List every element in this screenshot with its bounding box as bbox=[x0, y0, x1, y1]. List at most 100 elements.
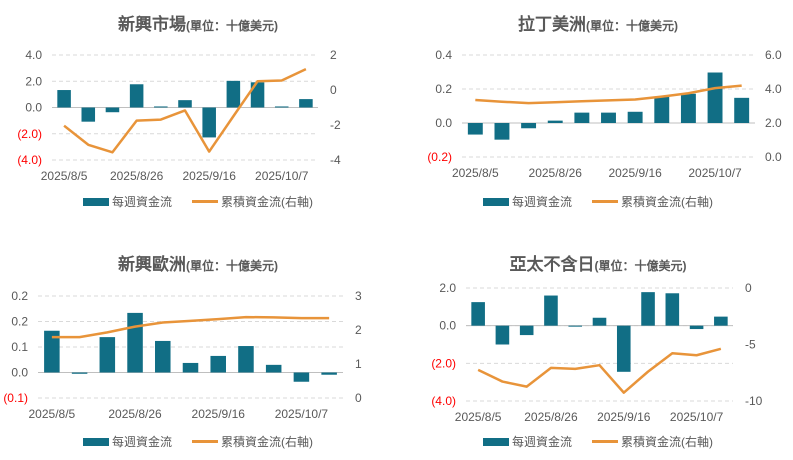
right-axis-tick-label: 0 bbox=[745, 281, 752, 295]
x-axis-tick-label: 2025/10/7 bbox=[688, 166, 742, 180]
bar-swatch-icon bbox=[82, 437, 109, 446]
legend-item-weekly: 每週資金流 bbox=[482, 433, 572, 450]
chart-panel: 亞太不含日(單位：十億美元) 2.0 0.0 (2.0) (4.0) 0 -5 -10 2025… bbox=[400, 240, 793, 460]
x-axis-tick-label: 2025/9/16 bbox=[597, 410, 651, 424]
left-axis-tick-label: 0.2 bbox=[11, 289, 28, 303]
weekly-flow-bar bbox=[689, 325, 704, 330]
x-axis-tick-label: 2025/10/7 bbox=[275, 407, 329, 421]
weekly-flow-bar bbox=[129, 84, 144, 108]
weekly-flow-bar bbox=[521, 123, 537, 129]
legend-item-cumulative: 累積資金流(右軸) bbox=[592, 433, 713, 450]
weekly-flow-bar bbox=[238, 346, 254, 373]
line-swatch-icon bbox=[592, 440, 618, 443]
weekly-flow-bar bbox=[471, 302, 485, 326]
legend-item-weekly: 每週資金流 bbox=[82, 193, 172, 210]
weekly-flow-bar bbox=[734, 97, 750, 123]
chart-unit: (單位：十億美元) bbox=[594, 259, 687, 273]
chart-title: 新興市場(單位：十億美元) bbox=[0, 10, 396, 35]
weekly-flow-bar bbox=[99, 337, 116, 373]
left-axis-tick-label: 2.0 bbox=[439, 281, 456, 295]
legend: 每週資金流 累積資金流(右軸) bbox=[0, 433, 396, 450]
weekly-flow-bar bbox=[71, 372, 88, 374]
bar-swatch-icon bbox=[482, 197, 509, 206]
right-axis-tick-label: 2 bbox=[355, 323, 362, 337]
weekly-flow-bar bbox=[226, 80, 241, 108]
line-swatch-icon bbox=[192, 200, 218, 203]
left-axis-tick-label: 0.0 bbox=[439, 319, 456, 333]
chart-unit: (單位：十億美元) bbox=[186, 19, 278, 33]
weekly-flow-bar bbox=[495, 325, 510, 345]
x-axis-tick-label: 2025/8/5 bbox=[41, 169, 88, 183]
weekly-flow-bar bbox=[627, 111, 643, 123]
left-axis-tick-label: 0.0 bbox=[11, 366, 28, 380]
right-axis-tick-label: 2.0 bbox=[765, 116, 782, 130]
left-axis-tick-label: 4.0 bbox=[25, 48, 42, 62]
weekly-flow-bar bbox=[544, 295, 558, 326]
right-axis-tick-label: -4 bbox=[330, 153, 341, 167]
x-axis-tick-label: 2025/8/26 bbox=[108, 407, 162, 421]
legend-item-weekly: 每週資金流 bbox=[82, 433, 172, 450]
weekly-flow-bar bbox=[250, 82, 265, 108]
x-axis-tick-label: 2025/8/5 bbox=[452, 166, 499, 180]
cumulative-flow-line bbox=[475, 84, 742, 105]
line-swatch-icon bbox=[192, 440, 218, 443]
legend-item-weekly: 每週資金流 bbox=[482, 193, 572, 210]
chart-title-main: 新興市場 bbox=[118, 15, 186, 34]
left-axis-tick-label: (2.0) bbox=[17, 127, 42, 141]
right-axis-tick-label: -10 bbox=[745, 394, 763, 408]
weekly-flow-bar bbox=[601, 112, 616, 123]
weekly-flow-bar bbox=[592, 317, 607, 326]
chart-panel: 新興市場(單位：十億美元) 4.0 2.0 0.0 (2.0) (4.0) 2 0 -2 -4 20… bbox=[0, 0, 396, 230]
right-axis-tick-label: 0.0 bbox=[765, 150, 782, 164]
line-swatch-icon bbox=[592, 200, 618, 203]
legend-label: 每週資金流 bbox=[511, 195, 572, 209]
x-axis-tick-label: 2025/9/16 bbox=[182, 169, 236, 183]
chart-panel: 新興歐洲(單位：十億美元) 0.2 0.2 0.1 0.0 (0.1) 3 2 1 0 2025/8… bbox=[0, 240, 396, 460]
x-axis-tick-label: 2025/8/26 bbox=[110, 169, 164, 183]
legend: 每週資金流 累積資金流(右軸) bbox=[0, 193, 396, 210]
x-axis-tick-label: 2025/8/5 bbox=[29, 407, 76, 421]
x-axis-tick-label: 2025/8/5 bbox=[455, 410, 502, 424]
weekly-flow-bar bbox=[265, 364, 282, 373]
legend-item-cumulative: 累積資金流(右軸) bbox=[592, 193, 713, 210]
chart-unit: (單位：十億美元) bbox=[586, 19, 678, 33]
x-axis-tick-label: 2025/8/26 bbox=[524, 410, 578, 424]
left-axis-tick-label: 0.2 bbox=[435, 82, 452, 96]
chart-svg: 0.4 0.2 0.0 (0.2) 6.0 4.0 2.0 0.0 2025/8/5 2025/8… bbox=[427, 48, 782, 180]
weekly-flow-bar bbox=[568, 325, 583, 327]
right-axis-tick-label: -2 bbox=[330, 118, 341, 132]
weekly-flow-bar bbox=[547, 120, 563, 123]
x-axis-tick-label: 2025/10/7 bbox=[255, 169, 309, 183]
weekly-flow-bar bbox=[299, 99, 313, 108]
weekly-flow-bar bbox=[680, 93, 696, 123]
right-axis-tick-label: 6.0 bbox=[765, 48, 782, 62]
left-axis-tick-label: 0.0 bbox=[435, 116, 452, 130]
x-axis-tick-label: 2025/10/7 bbox=[670, 410, 724, 424]
left-axis-tick-label: (0.2) bbox=[427, 150, 452, 164]
chart-title-main: 拉丁美洲 bbox=[518, 15, 586, 34]
right-axis-tick-label: 0 bbox=[355, 391, 362, 405]
left-axis-tick-label: (4.0) bbox=[17, 153, 42, 167]
left-axis-tick-label: (4.0) bbox=[431, 394, 456, 408]
left-axis-tick-label: 0.4 bbox=[435, 48, 452, 62]
left-axis-tick-label: (2.0) bbox=[431, 356, 456, 370]
left-axis-tick-label: 0.2 bbox=[11, 315, 28, 329]
weekly-flow-bar bbox=[665, 293, 680, 326]
chart-svg: 4.0 2.0 0.0 (2.0) (4.0) 2 0 -2 -4 2025/8/5 2025/8/… bbox=[17, 48, 341, 183]
weekly-flow-bar bbox=[574, 112, 590, 123]
weekly-flow-bar bbox=[641, 292, 655, 326]
chart-svg: 2.0 0.0 (2.0) (4.0) 0 -5 -10 2025/8/5 2025/8/26 2… bbox=[431, 281, 763, 424]
left-axis-tick-label: (0.1) bbox=[3, 391, 28, 405]
weekly-flow-bar bbox=[154, 106, 168, 108]
chart-unit: (單位：十億美元) bbox=[186, 259, 278, 273]
weekly-flow-bar bbox=[714, 316, 728, 326]
legend-item-cumulative: 累積資金流(右軸) bbox=[192, 433, 313, 450]
right-axis-tick-label: 4.0 bbox=[765, 82, 782, 96]
legend-label: 累積資金流(右軸) bbox=[621, 435, 713, 449]
left-axis-tick-label: 2.0 bbox=[25, 74, 42, 88]
legend-label: 累積資金流(右軸) bbox=[621, 195, 713, 209]
legend: 每週資金流 累積資金流(右軸) bbox=[400, 433, 793, 450]
x-axis-tick-label: 2025/8/26 bbox=[529, 166, 583, 180]
legend: 每週資金流 累積資金流(右軸) bbox=[400, 193, 793, 210]
